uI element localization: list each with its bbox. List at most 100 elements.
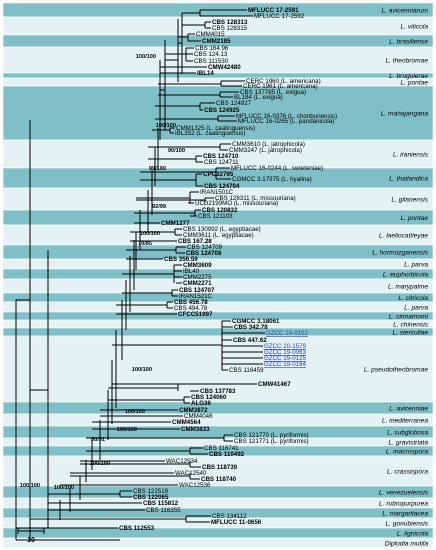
clade-name: L. marypalme — [388, 283, 428, 290]
taxon-label: IRAN1501C — [200, 189, 234, 196]
support-value: 100/100 — [117, 427, 137, 433]
clade-name: L. theobromae — [385, 57, 428, 64]
taxon-label: CMM2275 — [183, 274, 212, 281]
taxon-label: CGMCC 3.18061 — [232, 318, 280, 325]
taxon-label: CMM3611 (L. egyptiacae) — [183, 232, 254, 239]
scale-bar: 10 — [17, 528, 45, 544]
clade-name: L. parva — [404, 304, 428, 311]
taxon-label: CBS 130992 (L. egyptiacae) — [183, 226, 261, 233]
clade-name: L. venezuelensis — [379, 489, 429, 496]
clade-name: L. gonubiensis — [385, 520, 428, 527]
taxon-label: CBS 128315 — [212, 25, 248, 32]
clade-band — [2, 537, 434, 549]
taxon-label: CGMCC 3.17975 (L. hyalina) — [232, 176, 312, 183]
clade-name: L. lignicola — [397, 530, 428, 537]
taxon-label: CBS 122519 — [133, 488, 169, 495]
taxon-label: CBS 118741 — [204, 445, 239, 452]
clade-name: L. laeliocattleyae — [379, 232, 428, 239]
taxon-label: ALG36 — [191, 400, 212, 407]
clade-name: L. pontae — [401, 79, 429, 86]
taxon-label: CFCC51997 — [178, 311, 213, 318]
clade-name: L. avicenniae — [389, 405, 428, 412]
taxon-label: CBS 124060 — [191, 394, 227, 401]
clade-name: L. euphorbicola — [383, 271, 428, 278]
taxon-label: CPC22795 — [203, 171, 234, 178]
taxon-label: GZCC 19-0152 — [266, 330, 309, 337]
support-value: 80/91 — [91, 437, 105, 443]
taxon-label: CERC 1961 (L. americana) — [243, 83, 318, 90]
clade-name: L. thailandica — [389, 175, 428, 182]
clade-name: L. bruguierae — [389, 73, 428, 80]
support-value: 100/100 — [140, 231, 160, 237]
clade-name: L. margaritacea — [382, 510, 428, 517]
clade-name: L. mediterranea — [382, 417, 429, 424]
support-values: 100/100 100/100 100/100 90/100 99/100 92/99 70… — [20, 54, 185, 491]
taxon-label: CBS 122065 — [133, 494, 169, 501]
taxon-label: CMW42480 — [208, 64, 241, 71]
taxon-label: CBS 494.78 — [174, 305, 208, 312]
taxon-label: WAC12540 — [175, 470, 207, 477]
taxon-label: CMM3610 (L. jatrophicola) — [232, 141, 305, 148]
clade-name: L. brasiliense — [389, 38, 428, 45]
taxon-label: IBL40 — [183, 268, 200, 275]
clade-band — [2, 335, 434, 403]
clade-band — [2, 268, 434, 280]
support-value: 90/100 — [168, 148, 185, 154]
support-value: 100/100 — [54, 485, 74, 491]
taxon-label: CBS 116459 — [229, 367, 264, 374]
clade-band — [2, 311, 434, 321]
taxon-label: CMM1325 (L. caatinguensis) — [176, 125, 255, 132]
support-value: 100/100 — [125, 409, 145, 415]
clade-name: L. avicenniarum — [381, 7, 428, 14]
taxon-label: CBS 120832 — [202, 207, 238, 214]
taxon-label: MFLUCC 11-0656 — [211, 519, 262, 526]
taxon-label: CBS 118740 — [201, 476, 237, 483]
taxon-label: IBL352 (L. caatinguensis) — [175, 130, 245, 137]
clade-name: L. viticola — [401, 23, 429, 30]
clade-name: L. iraniensis — [393, 151, 429, 158]
taxon-label: CMM3609 — [183, 262, 212, 269]
taxon-label: IBL14 — [197, 70, 214, 77]
clade-name: L. parva — [404, 261, 428, 268]
taxon-label: CMM4015 — [196, 31, 225, 38]
taxon-label: CBS 112553 — [119, 525, 155, 532]
taxon-label: CBS 124709 — [187, 244, 223, 251]
clade-band — [2, 425, 434, 439]
clade-name: L. gilanensis — [391, 196, 428, 203]
taxon-label: CBS 447.62 — [233, 337, 267, 344]
clade-band — [2, 319, 434, 329]
taxon-label: CMM3247 (L. jatrophicola) — [229, 147, 302, 154]
support-value: 70/85 — [138, 241, 152, 247]
taxon-label: UCD2199MO (L. missouriana) — [195, 200, 278, 207]
taxon-label: MFLUCC 16-0376 (L. chonburiensis) — [236, 113, 337, 120]
taxon-label: CBS 124.13 — [194, 51, 228, 58]
taxon-label: CBS 124711 — [204, 159, 239, 166]
clade-band — [2, 139, 434, 169]
clade-name: L. citricola — [398, 295, 428, 302]
support-value: 100/100 — [132, 367, 152, 373]
taxon-label: WAC12534 — [166, 458, 198, 465]
support-value: 92/99 — [152, 204, 166, 210]
taxon-label: MFLUCC 16-0265 (L. pandanicola) — [238, 118, 334, 125]
taxon-label: CBS 115812 — [143, 500, 179, 507]
taxon-label: CMM4564 — [172, 419, 201, 426]
clade-name: L. mahajangana — [381, 110, 429, 117]
taxon-label: CBS 137783 — [200, 388, 236, 395]
support-value: 99/100 — [149, 166, 166, 172]
clade-band — [2, 527, 434, 539]
support-value: 100/100 — [156, 123, 176, 129]
clade-name: L. gravistriata — [388, 439, 428, 446]
taxon-label: CBS 356.59 — [164, 256, 198, 263]
clade-name: L. pontae — [401, 215, 429, 222]
clade-band — [2, 401, 434, 415]
taxon-label: CBS 124707 — [179, 287, 215, 294]
support-value: 100/100 — [20, 483, 40, 489]
clade-name: L. sterculiae — [392, 329, 428, 336]
taxon-label: CBS 164.96 — [195, 45, 229, 52]
support-value: 100/100 — [90, 461, 110, 467]
clade-band — [2, 46, 434, 74]
clade-name: L. macrospora — [386, 448, 428, 455]
clade-band — [2, 278, 434, 294]
clade-band — [2, 455, 434, 487]
